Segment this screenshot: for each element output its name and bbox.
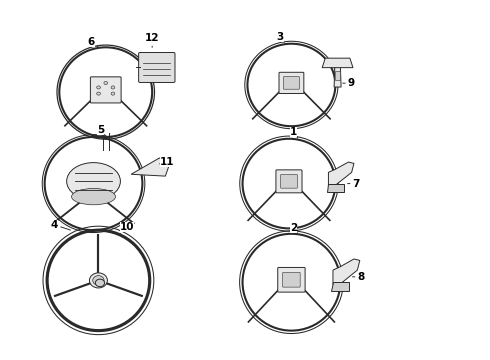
- Text: 5: 5: [97, 125, 106, 136]
- Ellipse shape: [67, 163, 121, 200]
- FancyBboxPatch shape: [139, 53, 175, 82]
- Text: 9: 9: [343, 78, 355, 88]
- Ellipse shape: [90, 273, 107, 288]
- Polygon shape: [327, 184, 344, 192]
- Ellipse shape: [72, 189, 116, 205]
- Text: 7: 7: [347, 179, 360, 189]
- Text: 1: 1: [290, 127, 298, 138]
- Ellipse shape: [93, 276, 104, 285]
- Ellipse shape: [96, 279, 104, 287]
- Polygon shape: [333, 259, 360, 285]
- Text: 11: 11: [159, 157, 174, 167]
- Text: 6: 6: [87, 37, 98, 47]
- FancyBboxPatch shape: [284, 77, 299, 89]
- Polygon shape: [322, 58, 353, 68]
- FancyBboxPatch shape: [279, 72, 304, 94]
- Ellipse shape: [97, 86, 100, 89]
- FancyBboxPatch shape: [283, 273, 300, 287]
- FancyBboxPatch shape: [276, 170, 302, 193]
- Polygon shape: [334, 62, 341, 87]
- FancyBboxPatch shape: [90, 77, 121, 103]
- FancyBboxPatch shape: [278, 267, 305, 292]
- Text: 8: 8: [352, 272, 365, 282]
- Ellipse shape: [111, 92, 115, 95]
- Polygon shape: [331, 282, 349, 291]
- Text: 3: 3: [276, 32, 284, 42]
- FancyBboxPatch shape: [281, 175, 297, 188]
- Polygon shape: [131, 158, 169, 176]
- Text: 12: 12: [145, 33, 159, 47]
- Polygon shape: [328, 162, 354, 186]
- Text: 10: 10: [120, 222, 134, 234]
- FancyBboxPatch shape: [335, 71, 340, 80]
- Ellipse shape: [97, 92, 100, 95]
- Ellipse shape: [111, 86, 115, 89]
- Ellipse shape: [104, 81, 108, 85]
- Text: 2: 2: [290, 224, 298, 233]
- Text: 4: 4: [51, 220, 71, 230]
